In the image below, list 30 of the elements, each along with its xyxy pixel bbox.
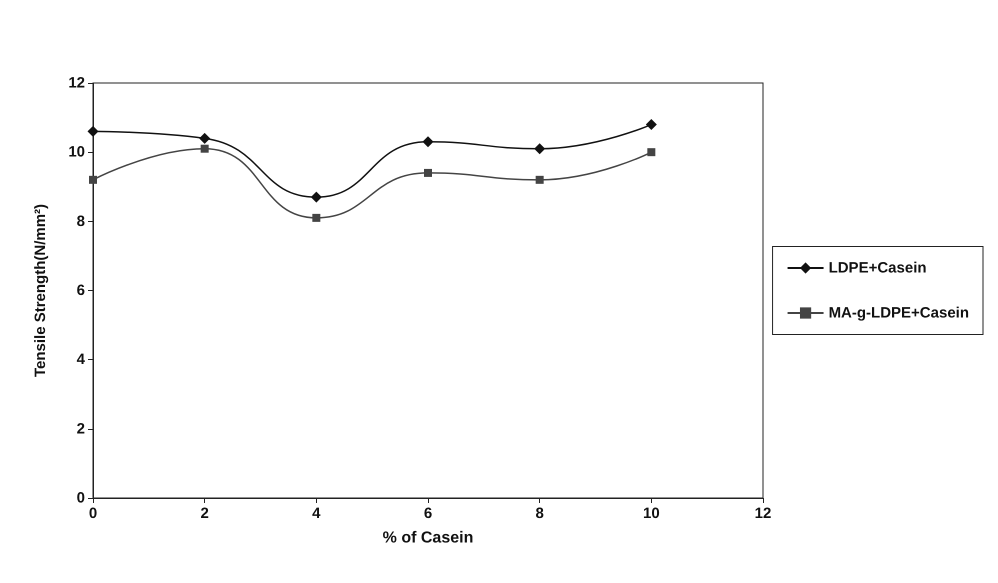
- x-tick-label: 0: [88, 505, 98, 522]
- point: [422, 136, 434, 148]
- y-tick-label: 2: [76, 420, 85, 438]
- x-tick-label: 2: [200, 505, 209, 522]
- x-tick-label: 8: [535, 505, 544, 522]
- x-axis-title: % of Casein: [382, 530, 474, 546]
- point: [424, 168, 432, 177]
- point: [199, 132, 210, 144]
- legend-label: LDPE+Casein: [828, 260, 927, 276]
- x-tick-label: 12: [754, 505, 772, 522]
- y-axis-title: Tensile Strength(N/mm²): [32, 204, 49, 378]
- y-tick-label: 4: [76, 351, 86, 368]
- point: [536, 176, 544, 184]
- x-tick-label: 6: [424, 505, 432, 522]
- legend-label: MA-g-LDPE+Casein: [828, 304, 970, 322]
- point: [647, 148, 656, 156]
- x-tick-label: 10: [642, 505, 660, 522]
- point: [200, 144, 209, 153]
- y-tick-label: 12: [68, 74, 85, 92]
- point: [310, 192, 322, 203]
- y-tick-label: 0: [76, 490, 85, 506]
- point: [646, 119, 657, 130]
- y-tick-label: 10: [68, 144, 85, 161]
- y-tick-label: 6: [76, 282, 85, 299]
- point: [89, 176, 97, 184]
- point: [88, 126, 98, 137]
- y-tick-label: 8: [76, 212, 85, 230]
- point: [312, 214, 320, 222]
- point: [534, 143, 546, 154]
- x-tick-label: 4: [312, 505, 322, 522]
